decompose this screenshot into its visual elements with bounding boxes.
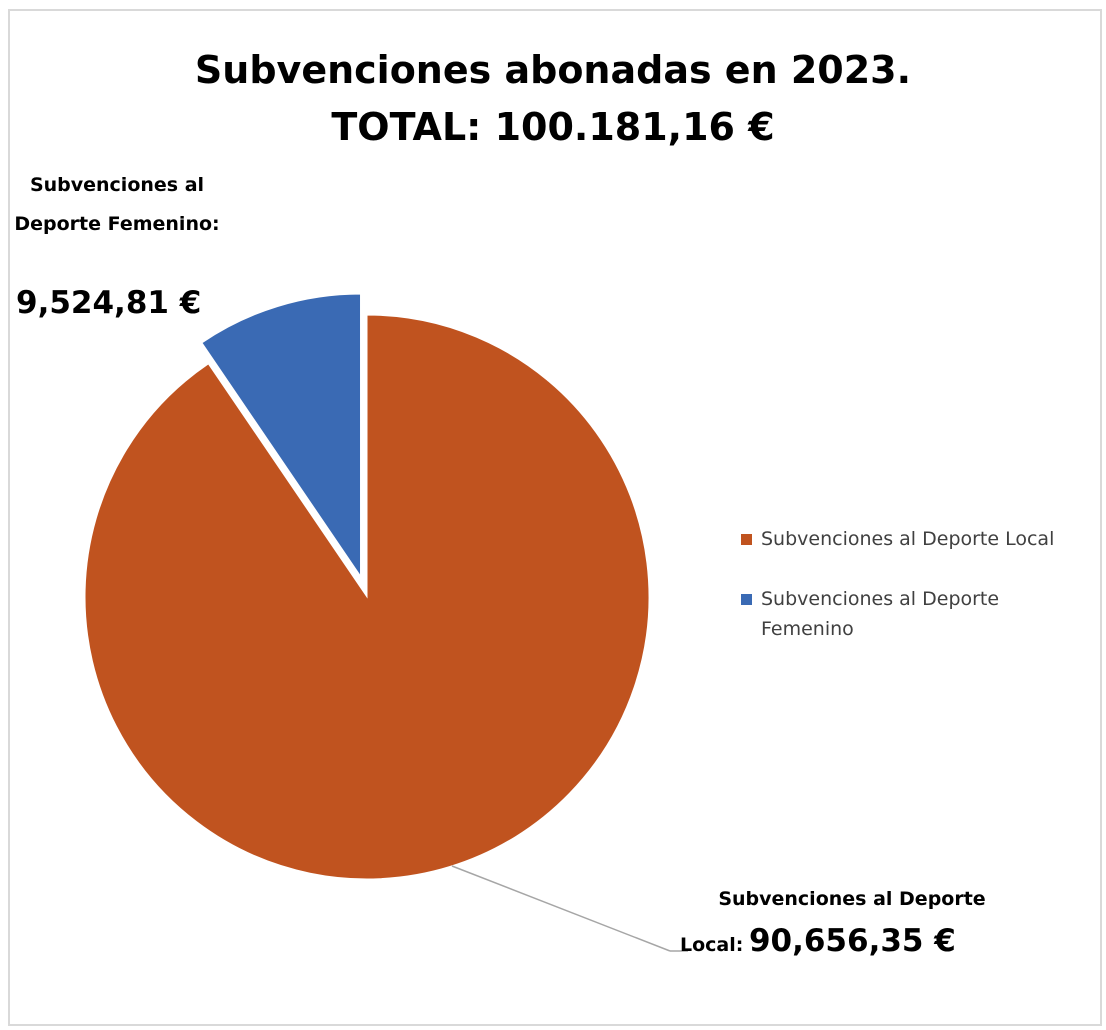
data-label-local-prefix: Local:: [680, 934, 744, 956]
legend-label-femenino: Subvenciones al Deporte Femenino: [761, 588, 1000, 640]
data-label-femenino-value: 9,524,81 €: [16, 285, 202, 321]
pie-slice-local: [84, 314, 650, 880]
data-label-leader-line: [451, 865, 671, 952]
legend-swatch-femenino: [741, 594, 752, 605]
data-label-local-name: Subvenciones al Deporte: [718, 888, 986, 910]
legend-item-femenino: Subvenciones al Deporte Femenino: [741, 584, 1096, 644]
legend-swatch-local: [741, 534, 752, 545]
data-label-femenino-name: Subvenciones al Deporte Femenino:: [14, 174, 220, 235]
data-label-local-value: 90,656,35 €: [748, 923, 956, 959]
chart-subtitle: TOTAL: 100.181,16 €: [331, 105, 775, 149]
data-label-local-line2: Local: 90,656,35 €: [680, 919, 956, 963]
chart-legend: Subvenciones al Deporte Local Subvencion…: [741, 524, 1096, 674]
pie-slice-femenino: [201, 293, 362, 578]
chart-title: Subvenciones abonadas en 2023.: [194, 48, 912, 92]
legend-label-local: Subvenciones al Deporte Local: [761, 528, 1055, 550]
legend-item-local: Subvenciones al Deporte Local: [741, 524, 1096, 554]
